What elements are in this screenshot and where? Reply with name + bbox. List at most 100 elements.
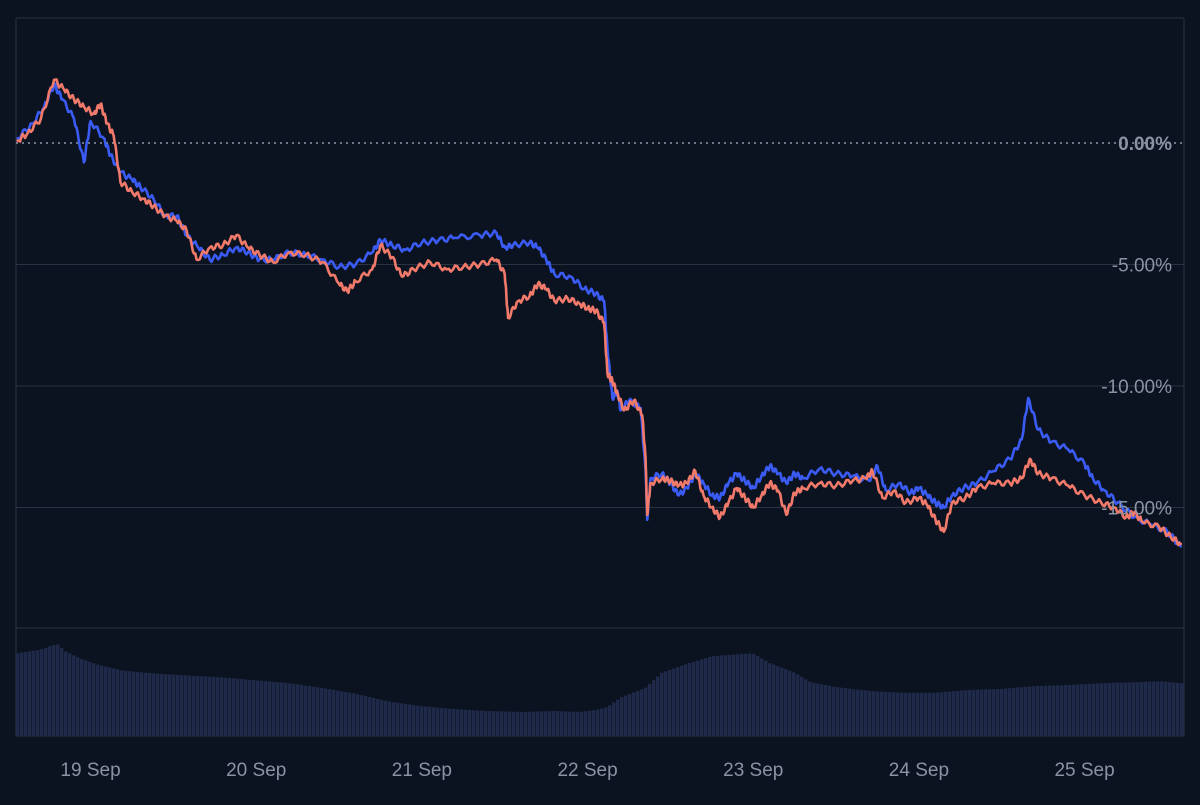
volume-bar xyxy=(612,702,616,736)
volume-bar xyxy=(376,698,380,736)
volume-bar xyxy=(1120,682,1124,736)
volume-bar xyxy=(708,656,712,736)
volume-bar xyxy=(1124,682,1128,736)
volume-bar xyxy=(456,709,460,736)
volume-bar xyxy=(752,653,756,736)
volume-bar xyxy=(1092,683,1096,736)
volume-bar xyxy=(304,685,308,736)
volume-bar xyxy=(688,663,692,736)
volume-bar xyxy=(436,707,440,736)
volume-bar xyxy=(276,682,280,736)
volume-bar xyxy=(404,703,408,736)
volume-bar xyxy=(664,671,668,736)
volume-bar xyxy=(40,649,44,736)
volume-bar xyxy=(960,690,964,736)
volume-bar xyxy=(852,689,856,736)
volume-bar xyxy=(328,689,332,736)
volume-bar xyxy=(672,668,676,736)
volume-bar xyxy=(652,680,656,736)
volume-bar xyxy=(1008,688,1012,736)
volume-bar xyxy=(732,654,736,736)
volume-bar xyxy=(1160,681,1164,736)
volume-bar xyxy=(776,666,780,736)
volume-bar xyxy=(136,671,140,736)
volume-bar xyxy=(840,687,844,736)
x-axis-labels: 19 Sep 20 Sep 21 Sep 22 Sep 23 Sep 24 Sep 25 S… xyxy=(60,760,1114,781)
volume-bar xyxy=(1004,688,1008,736)
volume-bar xyxy=(1076,684,1080,736)
volume-bar xyxy=(1108,682,1112,736)
volume-bar xyxy=(508,711,512,736)
volume-bar xyxy=(800,676,804,736)
volume-bar xyxy=(1140,681,1144,736)
volume-bar xyxy=(900,692,904,736)
volume-bar xyxy=(1168,682,1172,736)
volume-bar xyxy=(48,646,52,736)
volume-bar xyxy=(628,694,632,736)
volume-bar xyxy=(592,710,596,736)
volume-bar xyxy=(492,711,496,736)
volume-bar xyxy=(1128,682,1132,736)
volume-bar xyxy=(984,689,988,736)
volume-bar xyxy=(108,667,112,736)
volume-bar xyxy=(336,690,340,736)
volume-bar xyxy=(440,707,444,736)
volume-bar xyxy=(1144,681,1148,736)
volume-bar xyxy=(168,674,172,736)
volume-bar xyxy=(200,676,204,736)
volume-bar xyxy=(16,653,20,736)
volume-bar xyxy=(448,708,452,736)
volume-bar xyxy=(520,711,524,736)
volume-bar xyxy=(1100,683,1104,736)
volume-bar xyxy=(164,674,168,736)
volume-bar xyxy=(904,692,908,736)
volume-bar xyxy=(500,711,504,736)
volume-bar xyxy=(764,660,768,736)
volume-bar xyxy=(528,711,532,736)
volume-bar xyxy=(264,681,268,736)
volume-bar xyxy=(828,685,832,736)
volume-bar xyxy=(1068,685,1072,736)
volume-bar xyxy=(948,691,952,736)
volume-bar xyxy=(1080,684,1084,736)
volume-bar xyxy=(96,664,100,736)
volume-bar xyxy=(84,660,88,736)
volume-bar xyxy=(248,679,252,736)
volume-bar xyxy=(396,702,400,736)
volume-bar xyxy=(496,711,500,736)
volume-bar xyxy=(1024,686,1028,736)
volume-bar xyxy=(816,683,820,736)
volume-bar xyxy=(400,703,404,736)
volume-bar xyxy=(32,650,36,736)
x-tick-label: 21 Sep xyxy=(392,760,452,781)
volume-bar xyxy=(1032,686,1036,736)
series-lines xyxy=(16,78,1182,548)
volume-bar xyxy=(944,691,948,736)
volume-bar xyxy=(728,654,732,736)
volume-bar xyxy=(472,710,476,736)
volume-bar xyxy=(480,710,484,736)
volume-bar xyxy=(644,687,648,736)
volume-bar xyxy=(888,692,892,736)
volume-bar xyxy=(1064,685,1068,736)
series-line-1 xyxy=(16,82,1182,548)
volume-bar xyxy=(1116,682,1120,736)
volume-bar xyxy=(604,707,608,736)
volume-bar xyxy=(788,670,792,736)
y-tick-label: 0.00% xyxy=(1118,134,1172,155)
volume-bar xyxy=(720,655,724,736)
volume-bar xyxy=(148,673,152,736)
volume-bar xyxy=(932,692,936,736)
volume-bar xyxy=(144,672,148,736)
volume-bar xyxy=(412,705,416,736)
volume-bar xyxy=(208,676,212,736)
volume-bar xyxy=(1104,683,1108,736)
volume-bar xyxy=(648,683,652,736)
volume-bar xyxy=(80,659,84,736)
volume-bar xyxy=(980,689,984,736)
volume-bar xyxy=(1052,685,1056,736)
volume-bar xyxy=(832,686,836,736)
y-axis-labels: 0.00% -5.00% -10.00% -15.00% xyxy=(1101,134,1172,520)
volume-bar xyxy=(716,655,720,736)
volume-bar xyxy=(908,692,912,736)
